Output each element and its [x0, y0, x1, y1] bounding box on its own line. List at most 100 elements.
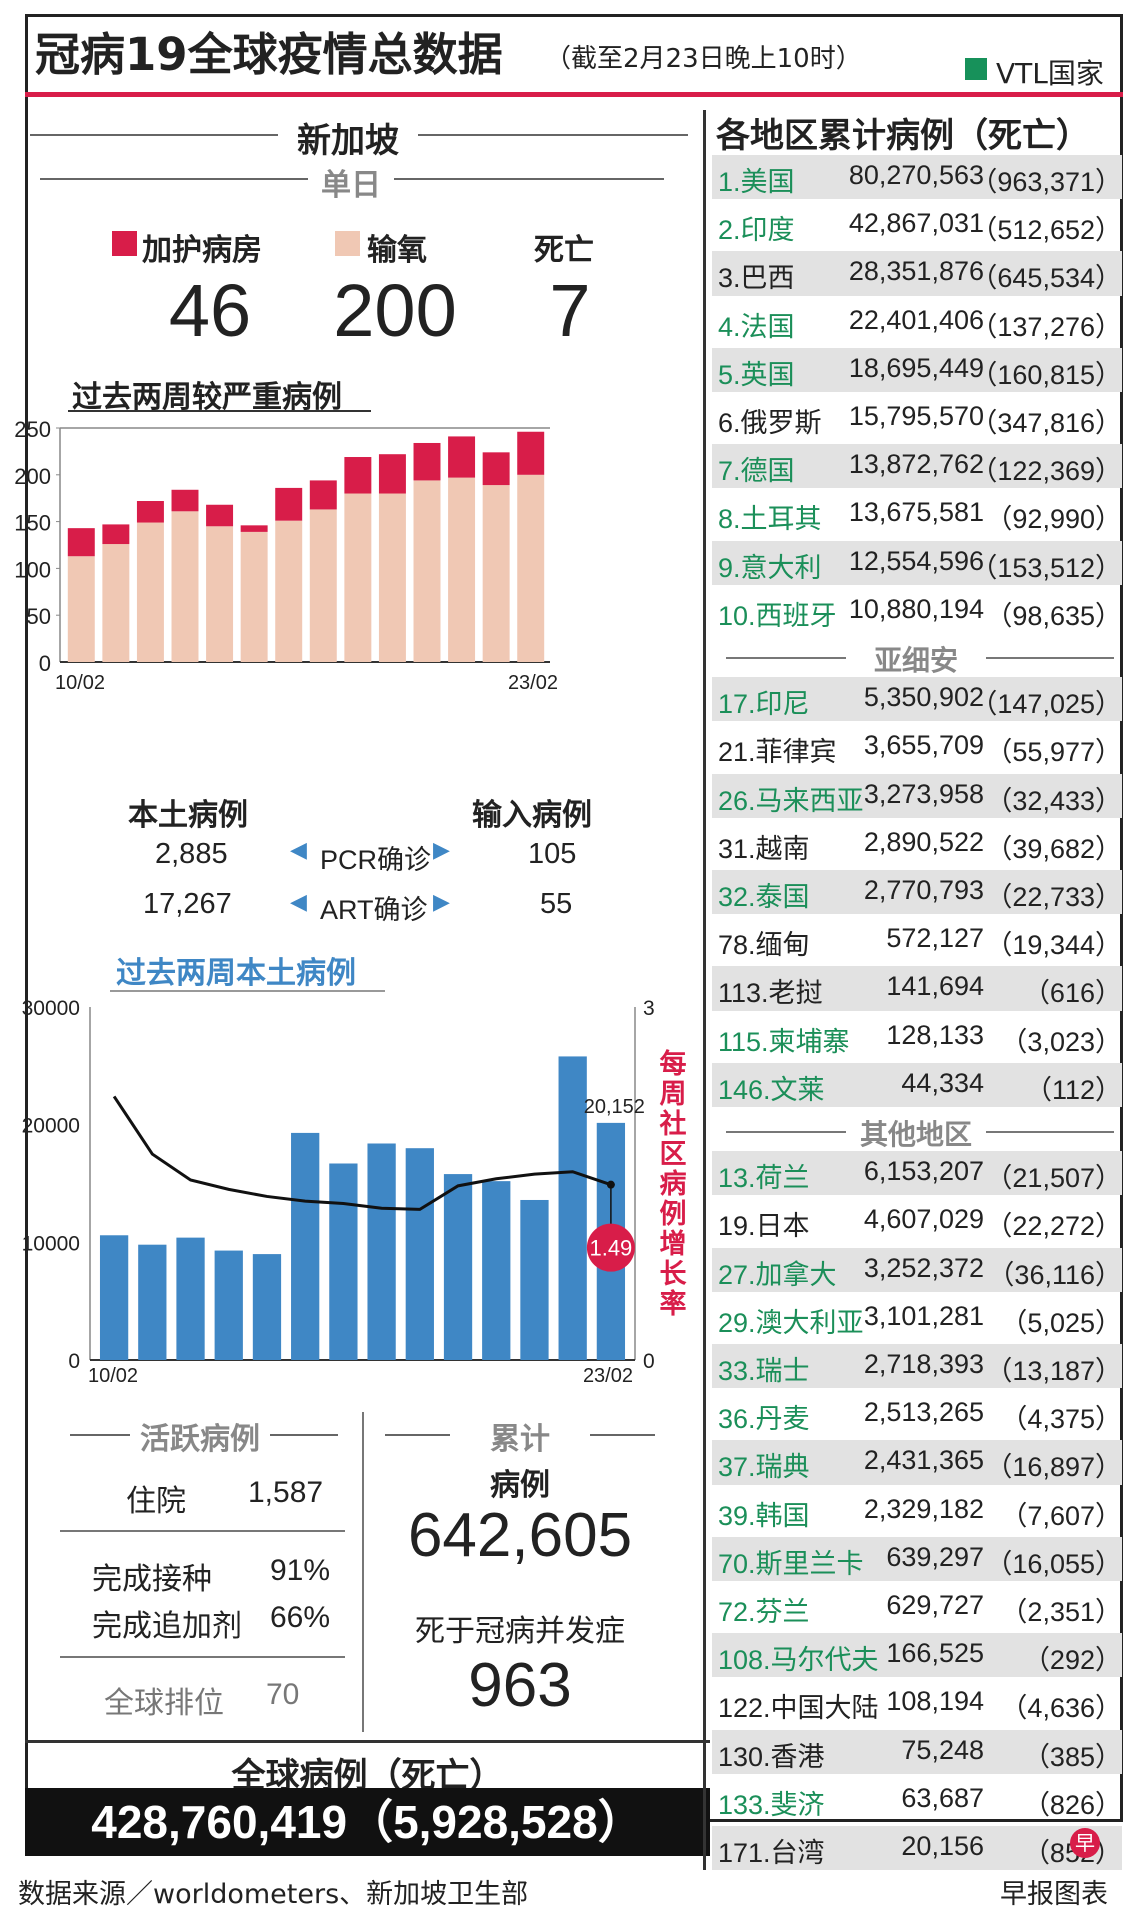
- table-row: 2.印度 42,867,031 （512,652）: [712, 203, 1122, 247]
- oxygen-bar: [378, 493, 406, 662]
- local-case-bar: [329, 1163, 358, 1360]
- local-chart-title: 过去两周本土病例: [116, 956, 356, 991]
- column-divider: [703, 110, 706, 1870]
- country-deaths: （385）: [1022, 1741, 1122, 1772]
- country-cases: 5,350,902: [863, 682, 984, 713]
- country-name: 29.澳大利亚: [718, 1307, 864, 1338]
- country-deaths: （16,897）: [985, 1452, 1122, 1483]
- country-name: 36.丹麦: [718, 1404, 810, 1435]
- country-cases: 4,607,029: [863, 1204, 984, 1235]
- country-deaths: （5,025）: [1000, 1307, 1122, 1338]
- table-row: 13.荷兰 6,153,207 （21,507）: [712, 1151, 1122, 1196]
- country-deaths: （13,187）: [985, 1356, 1122, 1386]
- table-row: 171.台湾 20,156 （852）: [712, 1826, 1122, 1871]
- oxygen-bar: [517, 474, 545, 662]
- divider: [30, 134, 278, 136]
- country-deaths: （292）: [1022, 1645, 1122, 1676]
- table-row: 122.中国大陆 108,194 （4,636）: [712, 1681, 1122, 1725]
- booster-value: 66%: [270, 1601, 331, 1634]
- table-row: 72.芬兰 629,727 （2,351）: [712, 1585, 1122, 1629]
- country-deaths: （122,369）: [970, 456, 1122, 487]
- growth-rate-badge: [586, 1223, 635, 1272]
- oxygen-bar: [482, 485, 510, 662]
- rank-value: 70: [266, 1678, 300, 1711]
- title-underline: [110, 990, 385, 992]
- oxygen-bar: [102, 544, 130, 662]
- country-cases: 3,101,281: [863, 1300, 984, 1331]
- icu-bar: [171, 489, 199, 512]
- table-row: 31.越南 2,890,522 （39,682）: [712, 822, 1122, 866]
- country-cases: 10,880,194: [848, 593, 984, 624]
- country-cases: 75,248: [901, 1734, 984, 1765]
- country-name: 9.意大利: [718, 552, 822, 583]
- divider: [60, 1530, 345, 1532]
- country-name: 27.加拿大: [718, 1259, 837, 1290]
- art-label: ART确诊: [320, 895, 428, 925]
- country-deaths: （55,977）: [985, 737, 1122, 768]
- country-name: 37.瑞典: [718, 1452, 810, 1483]
- country-cases: 3,252,372: [863, 1252, 984, 1283]
- country-deaths: （963,371）: [970, 167, 1122, 197]
- country-cases: 2,513,265: [863, 1397, 984, 1428]
- table-row: 37.瑞典 2,431,365 （16,897）: [712, 1440, 1122, 1485]
- country-name: 133.斐济: [718, 1789, 825, 1820]
- local-case-bar: [443, 1174, 473, 1360]
- country-name: 3.巴西: [718, 263, 795, 294]
- country-name: 6.俄罗斯: [718, 408, 822, 438]
- country-deaths: （22,272）: [985, 1211, 1122, 1242]
- table-row: 19.日本 4,607,029 （22,272）: [712, 1199, 1122, 1243]
- country-cases: 128,133: [886, 1019, 984, 1050]
- left-tick-label: 20000: [22, 1115, 80, 1138]
- table-row: 115.柬埔寨 128,133 （3,023）: [712, 1015, 1122, 1059]
- icu-bar: [482, 452, 510, 486]
- country-cases: 12,554,596: [848, 545, 984, 576]
- country-name: 32.泰国: [718, 882, 810, 912]
- oxygen-bar: [413, 480, 441, 662]
- country-deaths: （16,055）: [985, 1548, 1122, 1579]
- arrow-right-icon: ▶: [433, 890, 450, 915]
- country-deaths: （36,116）: [987, 1259, 1122, 1290]
- y-tick-label: 150: [15, 511, 51, 536]
- country-deaths: （98,635）: [985, 600, 1122, 631]
- right-tick-label: 0: [643, 1350, 655, 1373]
- country-deaths: （92,990）: [985, 504, 1122, 535]
- header-rule: [25, 92, 1123, 97]
- cumulative-deaths-value: 963: [468, 1651, 572, 1720]
- arrow-right-icon: ▶: [433, 838, 450, 863]
- vtl-legend-swatch: [965, 58, 987, 80]
- country-name: 21.菲律宾: [718, 737, 837, 768]
- growth-rate-annotation: 1.49: [589, 1236, 632, 1261]
- oxygen-bar: [240, 531, 268, 662]
- table-row: 7.德国 13,872,762 （122,369）: [712, 444, 1122, 489]
- local-case-bar: [252, 1254, 282, 1360]
- growth-rate-line: [112, 1095, 612, 1211]
- table-row: 70.斯里兰卡 639,297 （16,055）: [712, 1536, 1122, 1581]
- divider: [394, 178, 664, 180]
- table-row: 32.泰国 2,770,793 （22,733）: [712, 870, 1122, 915]
- icu-bar: [136, 501, 164, 523]
- table-row: 9.意大利 12,554,596 （153,512）: [712, 540, 1122, 585]
- country-name: 33.瑞士: [718, 1356, 810, 1386]
- country-cases: 13,675,581: [848, 497, 984, 528]
- table-row: 39.韩国 2,329,182 （7,607）: [712, 1489, 1122, 1533]
- divider: [726, 657, 846, 659]
- country-deaths: （512,652）: [970, 215, 1122, 246]
- country-name: 108.马尔代夫: [718, 1645, 879, 1676]
- divider: [385, 1434, 450, 1436]
- country-cases: 141,694: [886, 971, 984, 1002]
- oxygen-bar: [448, 477, 476, 662]
- icu-bar: [275, 487, 303, 521]
- divider: [40, 178, 308, 180]
- section-label: 其他地区: [859, 1118, 972, 1151]
- icu-bar: [413, 442, 441, 481]
- local-cases-chart: 0 10000 20000 30000 0 3 1.49 20,152 10/02 23/02: [22, 997, 655, 1387]
- severe-cases-chart: 0 50 100 150 200 250 10/02 23/02: [15, 420, 558, 694]
- country-cases: 2,890,522: [863, 826, 984, 857]
- divider: [418, 134, 688, 136]
- country-name: 113.老挝: [718, 978, 823, 1009]
- country-deaths: （4,375）: [1000, 1404, 1122, 1435]
- country-table: 1.美国 80,270,563 （963,371） 2.印度 42,867,031 （51…: [712, 155, 1122, 1871]
- icu-bar: [448, 436, 476, 478]
- cumulative-title: 累计: [490, 1422, 550, 1457]
- local-case-bar: [291, 1132, 320, 1360]
